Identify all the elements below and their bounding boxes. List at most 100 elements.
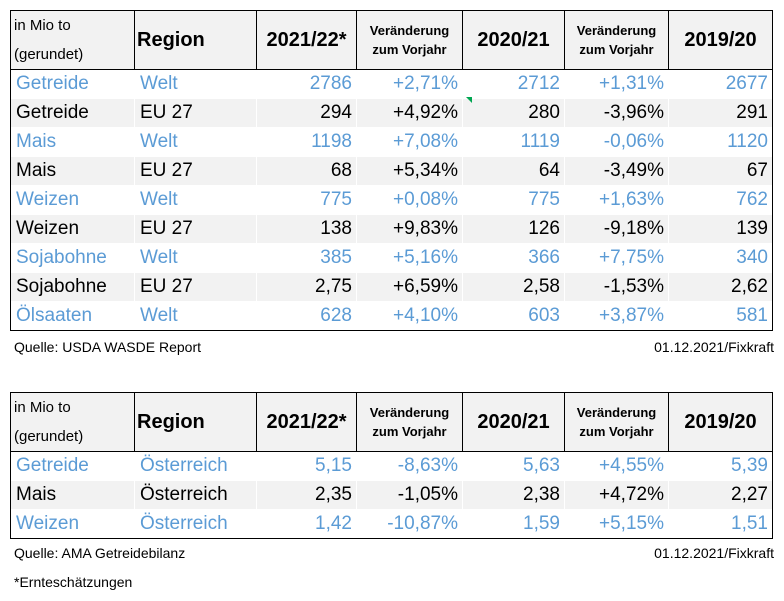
value-2020-21: 366 xyxy=(462,243,565,273)
value-2020-21: 2,58 xyxy=(462,272,565,302)
table-row: Getreide Welt 2786 +2,71% 2712 +1,31% 2677 xyxy=(10,69,773,99)
value-2019-20: 2,27 xyxy=(668,480,773,510)
product-cell: Mais xyxy=(10,480,135,510)
product-cell: Weizen xyxy=(10,185,135,215)
table-row: Weizen Welt 775 +0,08% 775 +1,63% 762 xyxy=(10,185,773,215)
change-2: -0,06% xyxy=(564,127,669,157)
footnote: *Ernteschätzungen xyxy=(14,574,133,590)
region-header: Region xyxy=(134,392,257,452)
change-header-2: Veränderung zum Vorjahr xyxy=(564,10,669,70)
change-header-1: Veränderung zum Vorjahr xyxy=(356,392,463,452)
change-2: -9,18% xyxy=(564,214,669,244)
table-row: Mais EU 27 68 +5,34% 64 -3,49% 67 xyxy=(10,156,773,186)
value-2021-22: 138 xyxy=(256,214,357,244)
region-cell: Österreich xyxy=(134,451,257,481)
region-cell: EU 27 xyxy=(134,98,257,128)
product-cell: Weizen xyxy=(10,214,135,244)
date-caption-2: 01.12.2021/Fixkraft xyxy=(654,545,774,561)
value-2021-22: 775 xyxy=(256,185,357,215)
product-cell: Mais xyxy=(10,156,135,186)
table-row: Weizen EU 27 138 +9,83% 126 -9,18% 139 xyxy=(10,214,773,244)
value-2021-22: 1,42 xyxy=(256,509,357,539)
value-2020-21: 2712 xyxy=(462,69,565,99)
change-1: +5,16% xyxy=(356,243,463,273)
unit-header: in Mio to (gerundet) xyxy=(10,392,135,452)
value-2020-21: 126 xyxy=(462,214,565,244)
change-2: +1,63% xyxy=(564,185,669,215)
value-2019-20: 1,51 xyxy=(668,509,773,539)
region-cell: EU 27 xyxy=(134,214,257,244)
region-cell: EU 27 xyxy=(134,156,257,186)
change-1: +7,08% xyxy=(356,127,463,157)
unit-header: in Mio to (gerundet) xyxy=(10,10,135,70)
change-2: +4,55% xyxy=(564,451,669,481)
change-1: +6,59% xyxy=(356,272,463,302)
value-2021-22: 5,15 xyxy=(256,451,357,481)
year-header-2019-20: 2019/20 xyxy=(668,392,773,452)
date-caption-1: 01.12.2021/Fixkraft xyxy=(654,339,774,355)
change-1: +2,71% xyxy=(356,69,463,99)
change-2: +3,87% xyxy=(564,301,669,331)
value-2020-21: 64 xyxy=(462,156,565,186)
source-caption-2: Quelle: AMA Getreidebilanz xyxy=(14,545,186,561)
year-header-2021-22: 2021/22* xyxy=(256,10,357,70)
region-cell: EU 27 xyxy=(134,272,257,302)
change-1: -8,63% xyxy=(356,451,463,481)
value-2021-22: 628 xyxy=(256,301,357,331)
value-2021-22: 294 xyxy=(256,98,357,128)
value-2020-21: 2,38 xyxy=(462,480,565,510)
value-2019-20: 2677 xyxy=(668,69,773,99)
product-cell: Getreide xyxy=(10,98,135,128)
value-2019-20: 762 xyxy=(668,185,773,215)
change-1: +5,34% xyxy=(356,156,463,186)
value-2020-21: 603 xyxy=(462,301,565,331)
region-cell: Welt xyxy=(134,185,257,215)
region-cell: Welt xyxy=(134,301,257,331)
region-header: Region xyxy=(134,10,257,70)
change-1: +0,08% xyxy=(356,185,463,215)
change-1: +9,83% xyxy=(356,214,463,244)
product-cell: Weizen xyxy=(10,509,135,539)
change-2: +1,31% xyxy=(564,69,669,99)
change-2: -3,49% xyxy=(564,156,669,186)
product-cell: Getreide xyxy=(10,69,135,99)
change-2: +5,15% xyxy=(564,509,669,539)
value-2020-21: 775 xyxy=(462,185,565,215)
value-2021-22: 1198 xyxy=(256,127,357,157)
value-2019-20: 291 xyxy=(668,98,773,128)
region-cell: Welt xyxy=(134,127,257,157)
table-row: Weizen Österreich 1,42 -10,87% 1,59 +5,15% 1,5… xyxy=(10,509,773,539)
year-header-2021-22: 2021/22* xyxy=(256,392,357,452)
value-2021-22: 68 xyxy=(256,156,357,186)
value-2021-22: 2,35 xyxy=(256,480,357,510)
value-2020-21: 5,63 xyxy=(462,451,565,481)
table-row: Ölsaaten Welt 628 +4,10% 603 +3,87% 581 xyxy=(10,301,773,331)
change-2: -3,96% xyxy=(564,98,669,128)
production-table-austria: in Mio to (gerundet) Region 2021/22* Verä… xyxy=(10,392,773,539)
table-header-row: in Mio to (gerundet) Region 2021/22* Verä… xyxy=(10,10,773,70)
product-cell: Sojabohne xyxy=(10,243,135,273)
value-2021-22: 2,75 xyxy=(256,272,357,302)
year-header-2019-20: 2019/20 xyxy=(668,10,773,70)
region-cell: Österreich xyxy=(134,480,257,510)
change-2: +4,72% xyxy=(564,480,669,510)
value-2019-20: 2,62 xyxy=(668,272,773,302)
product-cell: Sojabohne xyxy=(10,272,135,302)
value-2021-22: 2786 xyxy=(256,69,357,99)
value-2019-20: 1120 xyxy=(668,127,773,157)
table-row: Getreide EU 27 294 +4,92% 280 -3,96% 291 xyxy=(10,98,773,128)
cell-comment-marker xyxy=(466,97,472,103)
change-1: +4,10% xyxy=(356,301,463,331)
change-1: -10,87% xyxy=(356,509,463,539)
table-row: Sojabohne EU 27 2,75 +6,59% 2,58 -1,53% 2,62 xyxy=(10,272,773,302)
year-header-2020-21: 2020/21 xyxy=(462,392,565,452)
change-1: +4,92% xyxy=(356,98,463,128)
production-table-world-eu: in Mio to (gerundet) Region 2021/22* Verä… xyxy=(10,10,773,331)
table-header-row: in Mio to (gerundet) Region 2021/22* Verä… xyxy=(10,392,773,452)
value-2019-20: 139 xyxy=(668,214,773,244)
value-2019-20: 340 xyxy=(668,243,773,273)
product-cell: Ölsaaten xyxy=(10,301,135,331)
change-1: -1,05% xyxy=(356,480,463,510)
source-caption-1: Quelle: USDA WASDE Report xyxy=(14,339,201,355)
value-2019-20: 581 xyxy=(668,301,773,331)
